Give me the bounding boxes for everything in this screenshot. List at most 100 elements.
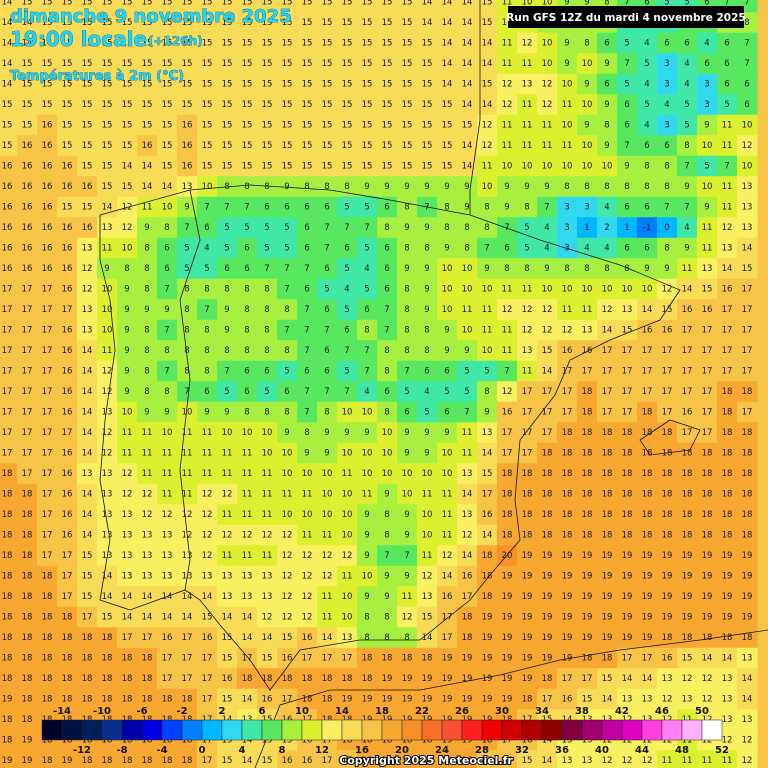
temperature-cell bbox=[197, 155, 218, 177]
temperature-value: 10 bbox=[362, 449, 373, 459]
temperature-value: 5 bbox=[644, 100, 649, 110]
temperature-cell bbox=[277, 381, 298, 403]
temperature-value: 6 bbox=[384, 264, 389, 274]
temperature-value: 5 bbox=[184, 264, 189, 274]
temperature-value: 15 bbox=[222, 162, 233, 172]
temperature-value: 11 bbox=[302, 490, 313, 500]
temperature-value: 18 bbox=[502, 531, 513, 541]
temperature-value: 12 bbox=[202, 490, 213, 500]
temperature-cell bbox=[457, 483, 478, 505]
temperature-cell bbox=[597, 545, 618, 567]
temperature-value: 15 bbox=[182, 100, 193, 110]
temperature-value: 12 bbox=[302, 551, 313, 561]
temperature-cell bbox=[17, 401, 38, 423]
temperature-value: 18 bbox=[462, 613, 473, 623]
temperature-value: 12 bbox=[282, 572, 293, 582]
temperature-cell bbox=[97, 340, 118, 362]
temperature-cell bbox=[377, 319, 398, 341]
temperature-value: 18 bbox=[662, 449, 673, 459]
temperature-cell bbox=[77, 586, 98, 608]
temperature-cell bbox=[577, 155, 598, 177]
temperature-cell bbox=[117, 483, 138, 505]
temperature-value: 13 bbox=[742, 182, 753, 192]
temperature-value: 14 bbox=[122, 592, 133, 602]
temperature-cell bbox=[617, 442, 638, 464]
temperature-value: 17 bbox=[702, 346, 713, 356]
temperature-value: 15 bbox=[242, 121, 253, 131]
temperature-value: 18 bbox=[382, 654, 393, 664]
temperature-cell bbox=[437, 196, 458, 218]
temperature-value: 14 bbox=[542, 756, 553, 766]
temperature-cell bbox=[737, 155, 758, 177]
temperature-value: 18 bbox=[42, 674, 53, 684]
temperature-value: 14 bbox=[442, 80, 453, 90]
temperature-cell bbox=[517, 524, 538, 546]
temperature-cell bbox=[97, 299, 118, 321]
temperature-value: 18 bbox=[662, 531, 673, 541]
temperature-value: 8 bbox=[424, 244, 429, 254]
temperature-cell bbox=[257, 176, 278, 198]
temperature-value: 17 bbox=[562, 387, 573, 397]
temperature-cell bbox=[717, 442, 738, 464]
temperature-value: 13 bbox=[582, 756, 593, 766]
temperature-cell bbox=[457, 504, 478, 526]
temperature-value: 8 bbox=[384, 613, 389, 623]
temperature-value: 8 bbox=[484, 203, 489, 213]
temperature-value: 14 bbox=[102, 592, 113, 602]
temperature-cell bbox=[137, 114, 158, 136]
temperature-value: 16 bbox=[462, 572, 473, 582]
temperature-value: 19 bbox=[622, 592, 633, 602]
temperature-cell bbox=[697, 217, 718, 239]
temperature-value: 11 bbox=[242, 510, 253, 520]
temperature-value: 15 bbox=[362, 141, 373, 151]
temperature-cell bbox=[377, 483, 398, 505]
temperature-cell bbox=[317, 12, 338, 34]
temperature-value: 7 bbox=[204, 305, 209, 315]
temperature-cell bbox=[317, 237, 338, 259]
temperature-value: 10 bbox=[402, 469, 413, 479]
temperature-cell bbox=[97, 237, 118, 259]
temperature-value: 17 bbox=[322, 654, 333, 664]
temperature-cell bbox=[257, 319, 278, 341]
temperature-value: 17 bbox=[662, 387, 673, 397]
temperature-value: 7 bbox=[504, 223, 509, 233]
temperature-cell bbox=[337, 299, 358, 321]
temperature-value: 11 bbox=[522, 121, 533, 131]
temperature-value: 10 bbox=[502, 162, 513, 172]
temperature-cell bbox=[297, 381, 318, 403]
temperature-value: 19 bbox=[542, 592, 553, 602]
legend-swatch bbox=[121, 719, 143, 741]
temperature-value: 18 bbox=[22, 592, 33, 602]
temperature-value: 12 bbox=[722, 223, 733, 233]
temperature-cell bbox=[197, 258, 218, 280]
temperature-cell bbox=[317, 73, 338, 95]
temperature-cell bbox=[37, 422, 58, 444]
temperature-cell bbox=[177, 545, 198, 567]
temperature-cell bbox=[497, 278, 518, 300]
temperature-value: 12 bbox=[542, 100, 553, 110]
temperature-value: 15 bbox=[582, 695, 593, 705]
temperature-value: 9 bbox=[324, 449, 329, 459]
temperature-cell bbox=[97, 258, 118, 280]
temperature-value: 18 bbox=[2, 633, 13, 643]
temperature-value: 16 bbox=[42, 182, 53, 192]
temperature-value: 10 bbox=[322, 490, 333, 500]
temperature-value: 8 bbox=[584, 264, 589, 274]
legend-label: 34 bbox=[535, 706, 549, 717]
temperature-cell bbox=[17, 483, 38, 505]
temperature-value: 18 bbox=[302, 674, 313, 684]
temperature-cell bbox=[57, 483, 78, 505]
temperature-value: 16 bbox=[722, 285, 733, 295]
temperature-cell bbox=[357, 155, 378, 177]
temperature-value: 19 bbox=[482, 613, 493, 623]
temperature-cell bbox=[57, 155, 78, 177]
temperature-cell bbox=[737, 237, 758, 259]
temperature-value: 11 bbox=[222, 551, 233, 561]
temperature-cell bbox=[337, 32, 358, 54]
temperature-cell bbox=[457, 114, 478, 136]
temperature-cell bbox=[0, 73, 18, 95]
temperature-value: 14 bbox=[422, 18, 433, 28]
temperature-value: 19 bbox=[702, 572, 713, 582]
temperature-value: 4 bbox=[584, 244, 589, 254]
temperature-value: 19 bbox=[502, 613, 513, 623]
